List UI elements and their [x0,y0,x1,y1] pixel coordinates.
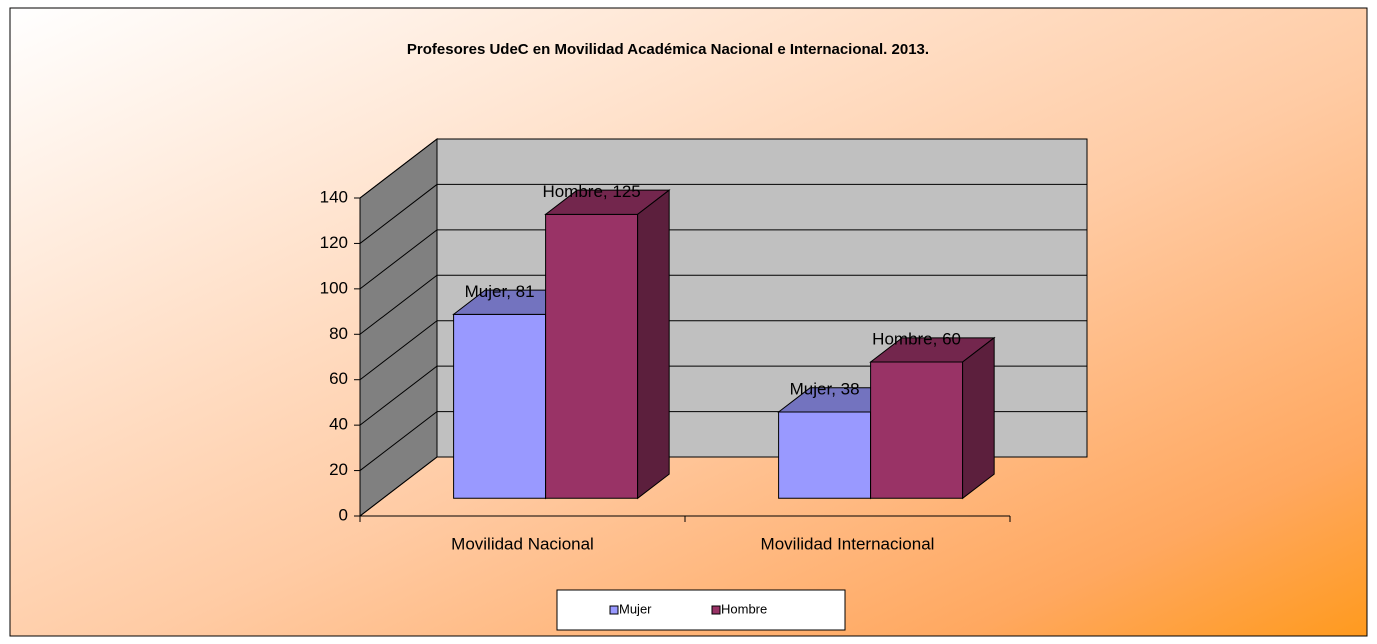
grid-line [359,183,1087,244]
data-label: Hombre, 60 [872,329,961,348]
grid-line [359,320,1087,381]
bar-front [870,361,964,499]
plot: 0 20 40 60 80 100 120 140 Movilidad Nacional Muje… [320,137,1088,553]
y-tick-label: 60 [329,369,348,388]
grid-line [359,229,1087,290]
bar-side [962,336,995,500]
bar-front [545,213,639,499]
y-tick-label: 0 [339,505,348,524]
legend-swatch [711,605,721,615]
y-tick-label: 20 [329,460,348,479]
chart-title: Profesores UdeC en Movilidad Académica N… [407,41,929,58]
y-tick-label: 120 [320,233,348,252]
grid-line [359,138,1087,199]
bar-front [778,411,872,499]
x-tick-label: Movilidad Nacional [451,534,594,553]
y-tick-label: 80 [329,324,348,343]
legend-label: Mujer [619,601,652,616]
legend-label: Hombre [721,601,767,616]
data-label: Mujer, 38 [790,379,860,398]
x-tick-label: Movilidad Internacional [761,534,935,553]
y-tick-label: 140 [320,187,348,206]
data-label: Hombre, 125 [542,182,640,201]
y-tick-label: 40 [329,415,348,434]
legend [556,589,846,631]
bar-side [637,189,670,500]
data-label: Mujer, 81 [465,282,535,301]
y-tick-label: 100 [320,278,348,297]
grid-line [359,274,1087,335]
side-wall [359,137,438,518]
legend-swatch [609,605,619,615]
bar-front [453,313,547,499]
